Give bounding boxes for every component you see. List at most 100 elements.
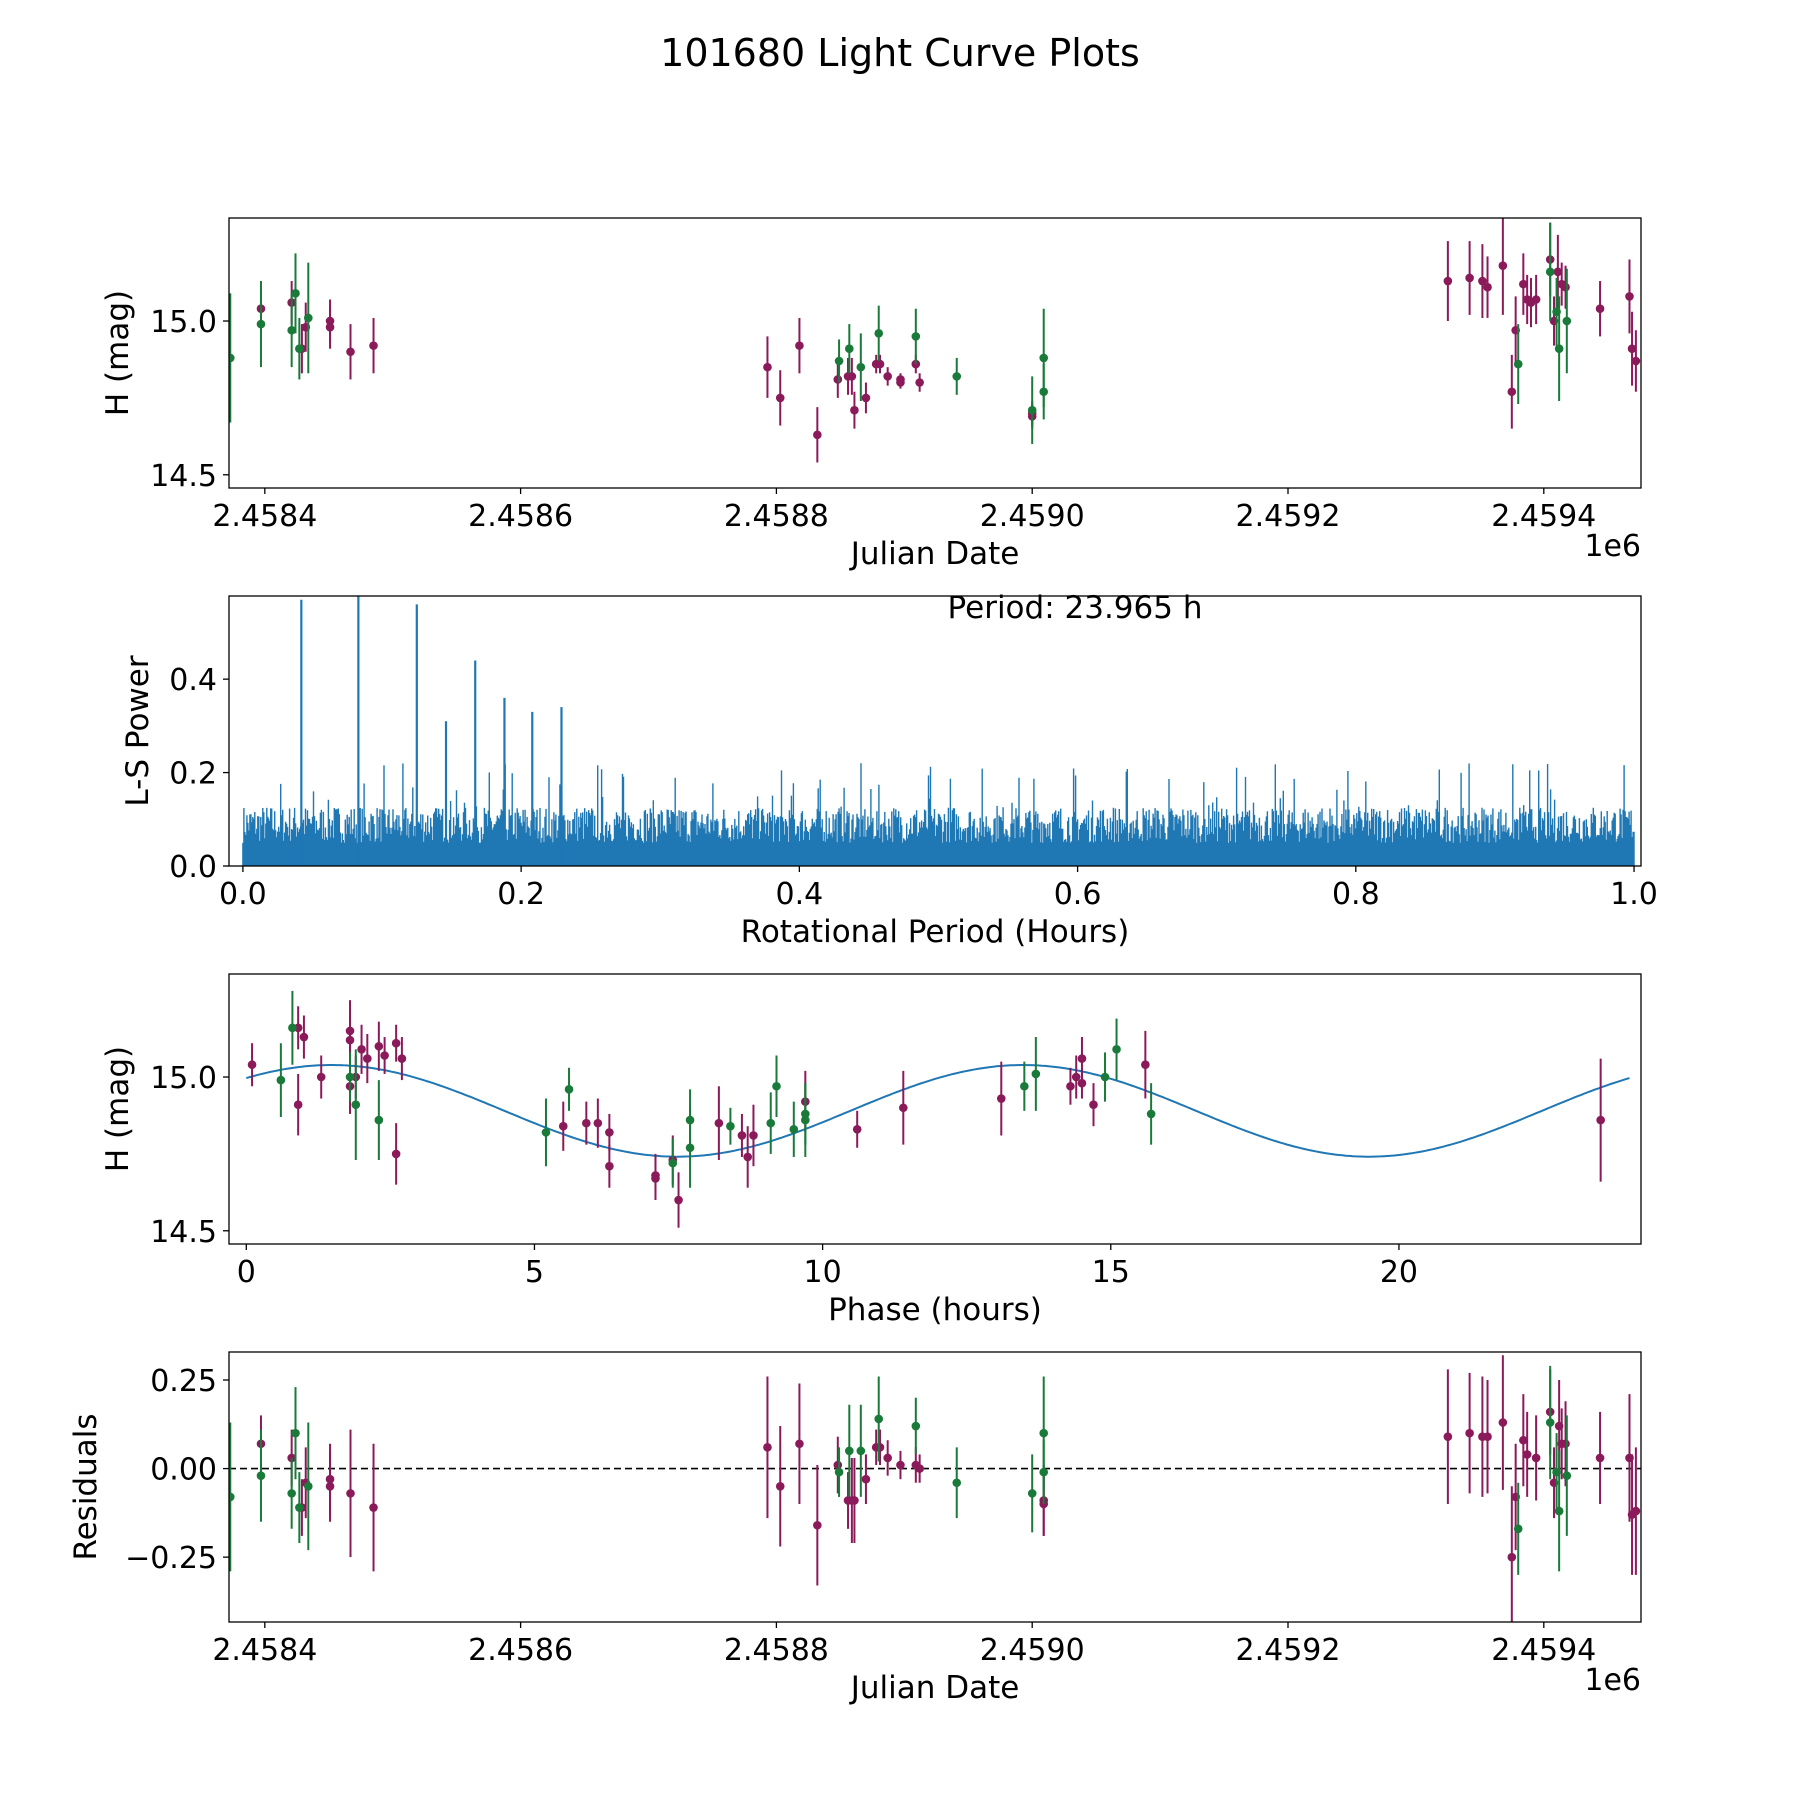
data-point [845, 344, 854, 353]
data-point [1631, 1506, 1641, 1516]
data-point [299, 1032, 309, 1042]
data-point [1595, 304, 1605, 314]
data-point [1465, 273, 1474, 283]
data-point [291, 289, 300, 298]
x-tick-label: 2.4590 [980, 499, 1085, 534]
data-point [1031, 1069, 1041, 1079]
data-point [1100, 1072, 1110, 1082]
periodogram-line [242, 763, 1635, 866]
data-layer [247, 990, 1605, 1228]
data-point [789, 1124, 799, 1134]
data-point [1513, 359, 1523, 369]
data-point [896, 1460, 905, 1470]
x-tick-label: 2.4592 [1236, 1633, 1341, 1668]
data-point [605, 1161, 614, 1171]
data-point [850, 405, 859, 415]
data-point [351, 1100, 361, 1109]
data-point [1522, 1450, 1532, 1459]
data-point [363, 1054, 372, 1063]
x-tick-label: 0 [237, 1255, 256, 1290]
data-point [763, 362, 772, 372]
x-tick-label: 2.4594 [1491, 1633, 1596, 1668]
data-point [1507, 387, 1517, 397]
data-point [911, 332, 921, 341]
data-point [1483, 282, 1492, 292]
data-point [345, 1072, 355, 1082]
y-tick-label: 15.0 [150, 305, 217, 340]
phase-panel: 0 5 10 15 20 14.5 15.0 Phase (hours) H (mag) [100, 973, 1642, 1328]
data-point [1561, 1439, 1570, 1449]
data-point [813, 1520, 822, 1530]
data-point [1627, 344, 1637, 353]
x-offset-label: 1e6 [1584, 1663, 1641, 1698]
data-point [247, 1060, 257, 1070]
data-point [845, 1446, 854, 1456]
data-point [996, 1094, 1006, 1103]
data-layer [242, 596, 1635, 866]
data-point [1498, 1418, 1508, 1427]
x-tick-label: 15 [1092, 1255, 1130, 1290]
data-point [1561, 282, 1570, 292]
data-point [834, 356, 844, 366]
data-point [685, 1143, 695, 1153]
data-point [291, 1428, 300, 1438]
data-point [1631, 356, 1641, 366]
x-tick-label: 2.4590 [980, 1633, 1085, 1668]
data-point [749, 1131, 758, 1140]
data-point [1020, 1081, 1029, 1091]
data-point [1483, 1432, 1492, 1441]
x-tick-label: 0.4 [776, 877, 824, 912]
x-tick-label: 0.2 [497, 877, 545, 912]
x-tick-label: 0.6 [1054, 877, 1102, 912]
data-point [325, 1481, 335, 1491]
x-axis-label: Phase (hours) [828, 1292, 1042, 1328]
data-point [345, 1026, 355, 1036]
x-offset-label: 1e6 [1584, 529, 1641, 564]
data-point [763, 1443, 772, 1452]
data-point [1071, 1072, 1081, 1082]
data-point [875, 359, 885, 369]
x-tick-label: 2.4588 [724, 1633, 829, 1668]
data-point [1066, 1081, 1075, 1091]
data-point [952, 1478, 962, 1488]
x-tick-label: 0.8 [1332, 877, 1380, 912]
data-point [1596, 1115, 1605, 1125]
x-axis-label: Julian Date [849, 536, 1020, 572]
data-point [915, 378, 924, 387]
data-point [737, 1131, 747, 1140]
data-point [593, 1118, 603, 1128]
data-point [847, 372, 857, 381]
data-point [295, 344, 304, 353]
data-point [795, 1439, 804, 1449]
x-tick-label: 20 [1380, 1255, 1418, 1290]
data-point [801, 1109, 810, 1119]
y-tick-label: 14.5 [150, 1215, 217, 1250]
data-point [1519, 279, 1528, 289]
data-point [775, 1481, 785, 1491]
data-point [874, 1414, 884, 1424]
y-tick-label: 14.5 [150, 459, 217, 494]
data-point [911, 1421, 921, 1431]
data-point [1077, 1054, 1087, 1063]
x-tick-label: 0.0 [219, 877, 267, 912]
data-point [1443, 276, 1453, 286]
data-point [1554, 344, 1564, 353]
data-point [397, 1054, 407, 1063]
data-layer [229, 218, 1641, 463]
data-point [875, 1443, 885, 1452]
data-point [1513, 1524, 1523, 1534]
data-point [346, 347, 355, 357]
y-axis-label: L-S Power [120, 655, 156, 806]
data-point [726, 1121, 735, 1131]
data-point [766, 1118, 776, 1128]
y-tick-label: 0.4 [169, 663, 217, 698]
data-point [1027, 1489, 1037, 1498]
data-point [564, 1085, 574, 1094]
data-point [874, 329, 884, 338]
data-point [1507, 1552, 1517, 1562]
data-point [1498, 261, 1508, 270]
data-point [813, 430, 822, 440]
data-point [1562, 316, 1572, 326]
data-point [861, 1474, 871, 1484]
data-point [1039, 1428, 1049, 1438]
